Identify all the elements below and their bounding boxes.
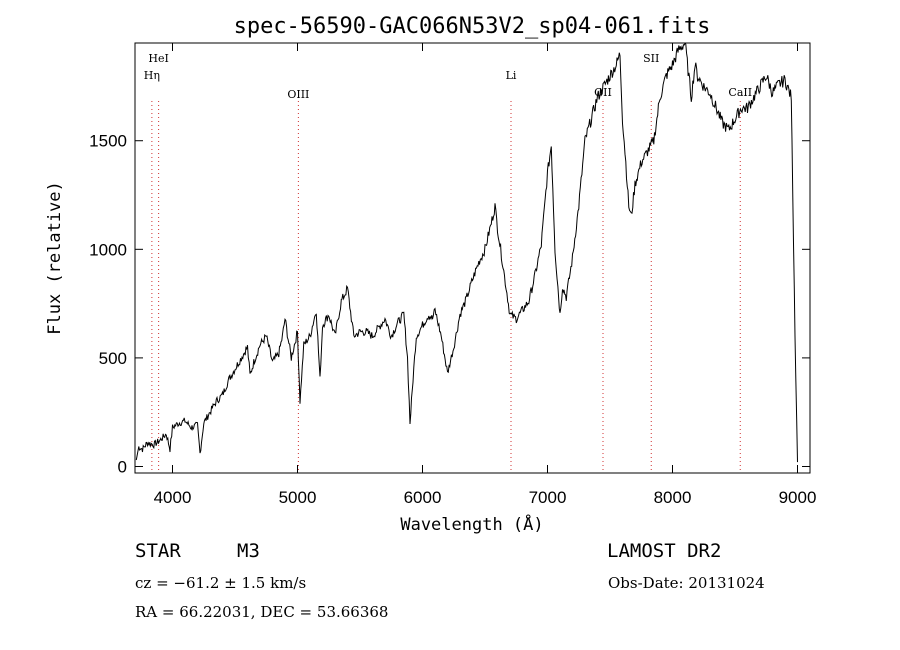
line-marker-label: Li	[506, 69, 517, 82]
object-subclass: M3	[237, 540, 260, 562]
object-class: STAR	[135, 540, 181, 562]
chart-title: spec-56590-GAC066N53V2_sp04-061.fits	[234, 14, 711, 39]
plot-frame	[134, 42, 811, 474]
redshift-cz: cz = −61.2 ± 1.5 km/s	[135, 574, 307, 592]
observation-date: Obs-Date: 20131024	[608, 574, 765, 592]
y-axis-label: Flux (relative)	[45, 181, 65, 335]
x-tick-label: 7000	[529, 488, 567, 507]
y-tick-label: 1500	[89, 132, 127, 151]
line-marker-label: HeI	[148, 52, 168, 65]
y-axis-ticks: 0 500 1000 1500	[89, 132, 810, 476]
x-tick-label: 6000	[404, 488, 442, 507]
spectrum-line	[135, 42, 798, 463]
x-tick-label: 9000	[779, 488, 817, 507]
x-tick-label: 4000	[154, 488, 192, 507]
y-tick-label: 0	[118, 457, 127, 476]
line-marker-label: CaII	[728, 86, 752, 99]
x-axis-ticks: 4000 5000 6000 7000 8000 9000	[154, 43, 817, 507]
y-tick-label: 500	[99, 349, 127, 368]
survey-name: LAMOST DR2	[607, 540, 722, 562]
line-marker-label: Hη	[144, 69, 160, 82]
x-tick-label: 8000	[654, 488, 692, 507]
x-axis-label: Wavelength (Å)	[400, 513, 543, 535]
ra-dec-coordinates: RA = 66.22031, DEC = 53.66368	[135, 603, 389, 621]
line-marker-label: OIII	[287, 88, 309, 101]
line-marker-label: SII	[643, 52, 659, 65]
y-tick-label: 1000	[89, 240, 127, 259]
x-tick-label: 5000	[279, 488, 317, 507]
